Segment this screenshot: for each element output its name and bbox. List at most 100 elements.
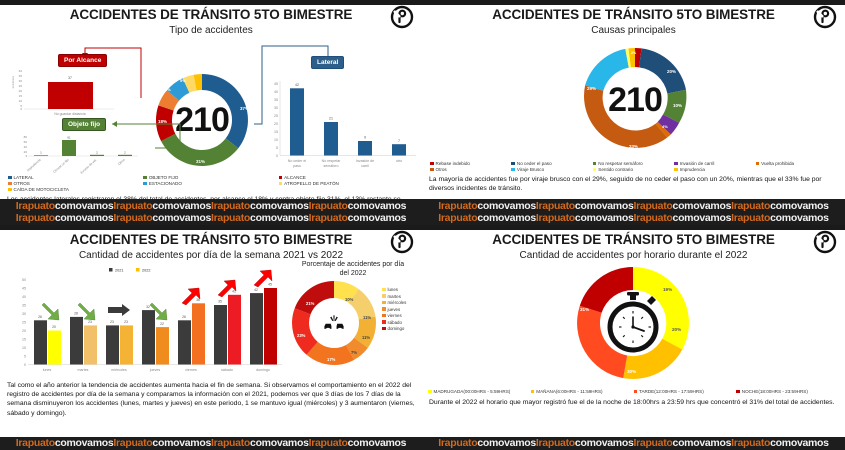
svg-text:20: 20	[24, 150, 28, 154]
svg-text:42: 42	[295, 83, 299, 87]
legend-swatch	[430, 161, 434, 166]
legend-causas-principales: Rebase indebido No ceder el paso No resp…	[422, 161, 845, 172]
legend-swatch	[592, 167, 597, 172]
svg-text:23%: 23%	[297, 333, 306, 338]
brand-banner-row: IrapuatocomovamosIrapuatocomovamosIrapua…	[0, 437, 422, 450]
legend-label: No respetar semáforo	[598, 161, 643, 166]
panel-accidentes-horario: ACCIDENTES DE TRÁNSITO 5TO BIMESTRE Cant…	[422, 225, 845, 450]
legend-swatch	[278, 175, 283, 180]
legend-label: ESTACIONADO	[148, 181, 182, 186]
brand-word-irapuato: Irapuato	[438, 199, 478, 212]
svg-text:otro: otro	[396, 159, 402, 163]
svg-text:5: 5	[20, 104, 22, 108]
legend-swatch	[736, 389, 740, 394]
brand-word-comovamos: comovamos	[477, 199, 536, 212]
legend-label: LATERAL	[13, 175, 34, 180]
legend-swatch	[382, 307, 386, 311]
brand-banner-row: IrapuatocomovamosIrapuatocomovamosIrapua…	[0, 212, 422, 225]
svg-text:15: 15	[22, 338, 26, 342]
brand-word-comovamos: comovamos	[347, 212, 407, 224]
legend-item: No ceder el paso	[511, 161, 592, 166]
svg-text:30: 30	[274, 106, 278, 110]
brand-word-irapuato: Irapuato	[211, 437, 251, 450]
legend-item: No respetar semáforo	[592, 161, 674, 166]
brand-word-irapuato: Irapuato	[308, 437, 348, 450]
pie-title-line2: del 2022	[339, 269, 367, 277]
brand-word-irapuato: Irapuato	[15, 212, 55, 224]
brand-word-irapuato: Irapuato	[211, 212, 251, 224]
chart-tipo-accidentes-donut: 37% 31% 18% 5% 5% 210	[148, 66, 256, 174]
brand-word-comovamos: comovamos	[574, 212, 634, 224]
page-subtitle: Tipo de accidentes	[169, 25, 253, 36]
callout-lateral: Lateral	[311, 56, 345, 69]
svg-text:0: 0	[276, 154, 278, 158]
legend-label: Otros	[435, 167, 447, 172]
brand-word-comovamos: comovamos	[347, 437, 407, 450]
svg-text:33%: 33%	[629, 144, 638, 149]
legend-swatch	[382, 287, 386, 292]
legend-item: MADRUGADA(00:00HRS - 5:59HRS)	[428, 389, 531, 394]
legend-item: Viraje Brusco	[511, 167, 592, 172]
svg-text:10%: 10%	[673, 103, 682, 108]
svg-text:29%: 29%	[587, 86, 596, 91]
donut-center-total: 210	[608, 80, 663, 119]
svg-text:15: 15	[19, 94, 23, 98]
svg-text:23: 23	[110, 320, 114, 324]
brand-word-irapuato: Irapuato	[113, 212, 153, 224]
svg-text:23: 23	[88, 320, 92, 324]
brand-word-comovamos: comovamos	[672, 437, 732, 450]
legend-item: Invasión de carril	[674, 161, 755, 166]
svg-text:No guardar distancia: No guardar distancia	[54, 112, 85, 116]
legend-label: martes	[387, 293, 401, 299]
svg-text:25: 25	[22, 321, 26, 325]
legend-swatch	[8, 187, 12, 192]
legend-label: Rebase indebido	[435, 161, 470, 166]
brand-word-comovamos: comovamos	[152, 212, 211, 224]
brand-banner: IrapuatocomovamosIrapuatocomovamosIrapua…	[422, 437, 845, 450]
brand-word-irapuato: Irapuato	[15, 199, 55, 212]
svg-text:26: 26	[182, 315, 186, 319]
note-accidentes-dia-semana: Tal como el año anterior la tendencia de…	[7, 382, 415, 417]
page-title: ACCIDENTES DE TRÁNSITO 5TO BIMESTRE	[492, 232, 775, 247]
svg-text:7: 7	[398, 139, 400, 143]
svg-text:Invasión de: Invasión de	[356, 159, 374, 163]
note-causas-principales: La mayoría de accidentes fue por viraje …	[429, 176, 822, 193]
brand-word-irapuato: Irapuato	[308, 212, 348, 224]
svg-text:accidentes: accidentes	[11, 75, 15, 88]
legend-swatch	[755, 161, 760, 166]
brand-word-comovamos: comovamos	[477, 437, 536, 450]
svg-text:domingo: domingo	[256, 368, 270, 372]
pie-title-line1: Porcentaje de accidentes por día	[301, 261, 405, 268]
svg-text:40: 40	[22, 295, 26, 299]
svg-text:35: 35	[274, 98, 278, 102]
legend-item: NOCHE(18:00HRS - 23:59HRS)	[736, 389, 839, 394]
brand-word-irapuato: Irapuato	[211, 199, 251, 212]
legend-item: MAÑANA(6:00HRS - 11:59HRS)	[530, 389, 634, 394]
brand-banner-row: IrapuatocomovamosIrapuatocomovamosIrapua…	[422, 212, 845, 225]
legend-porcentaje-dia: lunes martes miércoles jueves viernes sá…	[382, 287, 406, 331]
legend-swatch	[511, 167, 515, 172]
svg-text:37: 37	[68, 76, 72, 80]
svg-text:20: 20	[274, 122, 278, 126]
legend-label: MAÑANA(6:00HRS - 11:59HRS)	[536, 389, 603, 394]
brand-word-comovamos: comovamos	[54, 199, 114, 212]
svg-text:26: 26	[38, 315, 42, 319]
legend-swatch	[382, 300, 386, 305]
svg-text:28: 28	[74, 312, 78, 316]
legend-swatch	[674, 161, 678, 166]
legend-label: jueves	[387, 306, 401, 312]
brand-word-irapuato: Irapuato	[15, 437, 55, 450]
brand-word-comovamos: comovamos	[770, 212, 829, 224]
svg-text:2021: 2021	[115, 268, 123, 272]
brand-word-comovamos: comovamos	[54, 437, 114, 450]
brand-word-irapuato: Irapuato	[731, 437, 771, 450]
svg-text:paso: paso	[293, 164, 301, 168]
chart-objeto-fijo-bar: 80 60 40 20 3 1 61 2 2 Imprudencia Chocar u…	[12, 132, 142, 176]
legend-label: OTROS	[13, 181, 30, 186]
panel-top-divider	[422, 225, 845, 230]
irapuato-como-vamos-logo-icon	[813, 5, 837, 29]
brand-word-irapuato: Irapuato	[731, 199, 771, 212]
legend-swatch	[382, 294, 386, 298]
legend-label: Invasión de carril	[679, 161, 715, 166]
svg-text:40: 40	[274, 90, 278, 94]
